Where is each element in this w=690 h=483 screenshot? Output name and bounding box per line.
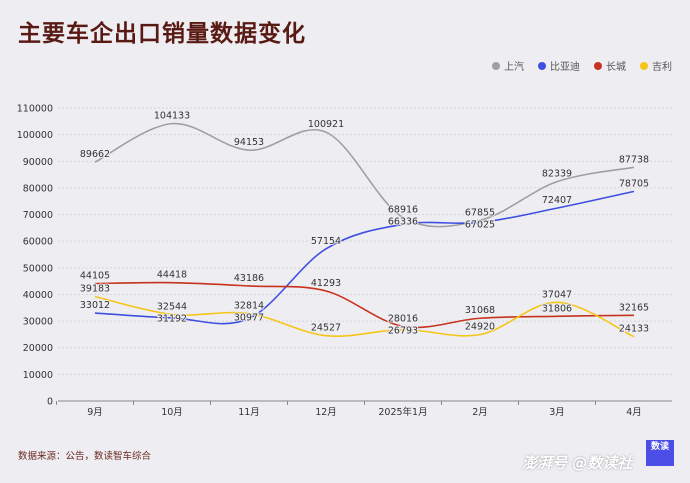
data-label: 72407: [542, 195, 572, 206]
data-label: 82339: [542, 169, 572, 180]
data-label: 28016: [388, 313, 418, 324]
x-tick-label: 3月: [549, 407, 565, 418]
series-line-比亚迪: [94, 190, 635, 325]
data-label: 100921: [308, 119, 344, 130]
chart-legend: 上汽 比亚迪 长城 吉利: [492, 58, 672, 73]
data-label: 26793: [388, 325, 418, 336]
y-tick-label: 10000: [23, 370, 53, 381]
x-tick-label: 4月: [626, 407, 642, 418]
data-label: 44105: [80, 271, 110, 282]
x-tick-label: 12月: [315, 407, 337, 418]
data-label: 67025: [465, 219, 495, 230]
legend-marker-icon: [594, 61, 602, 70]
series-line-吉利: [94, 295, 635, 338]
data-label: 37047: [542, 289, 572, 300]
data-label: 57154: [311, 236, 341, 247]
data-label: 31806: [542, 303, 572, 314]
y-tick-label: 90000: [23, 157, 53, 168]
legend-item[interactable]: 长城: [594, 58, 626, 73]
legend-label: 上汽: [504, 62, 524, 73]
y-tick-label: 100000: [17, 130, 53, 141]
legend-label: 比亚迪: [550, 62, 580, 73]
data-label: 31068: [465, 305, 495, 316]
legend-item[interactable]: 吉利: [640, 58, 672, 73]
legend-item[interactable]: 比亚迪: [538, 58, 580, 73]
y-tick-label: 80000: [23, 183, 53, 194]
data-source: 数据来源：公告，数读智车综合: [18, 451, 152, 462]
y-tick-label: 20000: [23, 343, 53, 354]
legend-item[interactable]: 上汽: [492, 58, 524, 73]
page-title: 主要车企出口销量数据变化: [18, 21, 306, 47]
data-label: 43186: [234, 273, 264, 284]
x-tick-label: 11月: [238, 407, 260, 418]
data-label: 39183: [80, 284, 110, 295]
y-tick-label: 70000: [23, 210, 53, 221]
data-label: 32814: [234, 301, 264, 312]
data-label: 44418: [157, 270, 187, 281]
series-line-长城: [94, 281, 635, 329]
data-label: 67855: [465, 207, 495, 218]
data-label: 89662: [80, 149, 110, 160]
data-label: 87738: [619, 154, 649, 165]
data-label: 32165: [619, 302, 649, 313]
data-label: 30977: [234, 313, 264, 324]
data-label: 78705: [619, 178, 649, 189]
y-tick-label: 50000: [23, 263, 53, 274]
y-tick-label: 0: [47, 397, 53, 408]
line-chart: 0 10000 20000 30000 40000 50000 60000 70000 8000…: [17, 104, 672, 418]
watermark: 澎湃号 @数读社: [522, 454, 633, 472]
data-label: 24920: [465, 322, 495, 333]
x-tick-label: 2月: [472, 407, 488, 418]
y-tick-label: 40000: [23, 290, 53, 301]
data-label: 24527: [311, 323, 341, 334]
y-tick-label: 60000: [23, 237, 53, 248]
data-label: 41293: [311, 278, 341, 289]
logo: 数读: [646, 440, 674, 466]
data-label: 104133: [154, 111, 190, 122]
data-label: 68916: [388, 204, 418, 215]
y-tick-label: 110000: [17, 104, 53, 115]
data-label: 32544: [157, 301, 187, 312]
data-label: 94153: [234, 137, 264, 148]
legend-marker-icon: [492, 61, 500, 70]
x-tick-label: 9月: [87, 407, 103, 418]
data-label: 66336: [388, 216, 418, 227]
legend-marker-icon: [538, 61, 546, 70]
legend-marker-icon: [640, 61, 648, 70]
data-label: 33012: [80, 300, 110, 311]
data-label: 24133: [619, 324, 649, 335]
legend-label: 长城: [606, 62, 626, 73]
x-tick-label: 10月: [161, 407, 183, 418]
x-tick-label: 2025年1月: [378, 406, 427, 418]
series-line-上汽: [94, 122, 635, 228]
y-tick-label: 30000: [23, 317, 53, 328]
legend-label: 吉利: [652, 62, 672, 73]
data-label: 31192: [157, 313, 187, 324]
